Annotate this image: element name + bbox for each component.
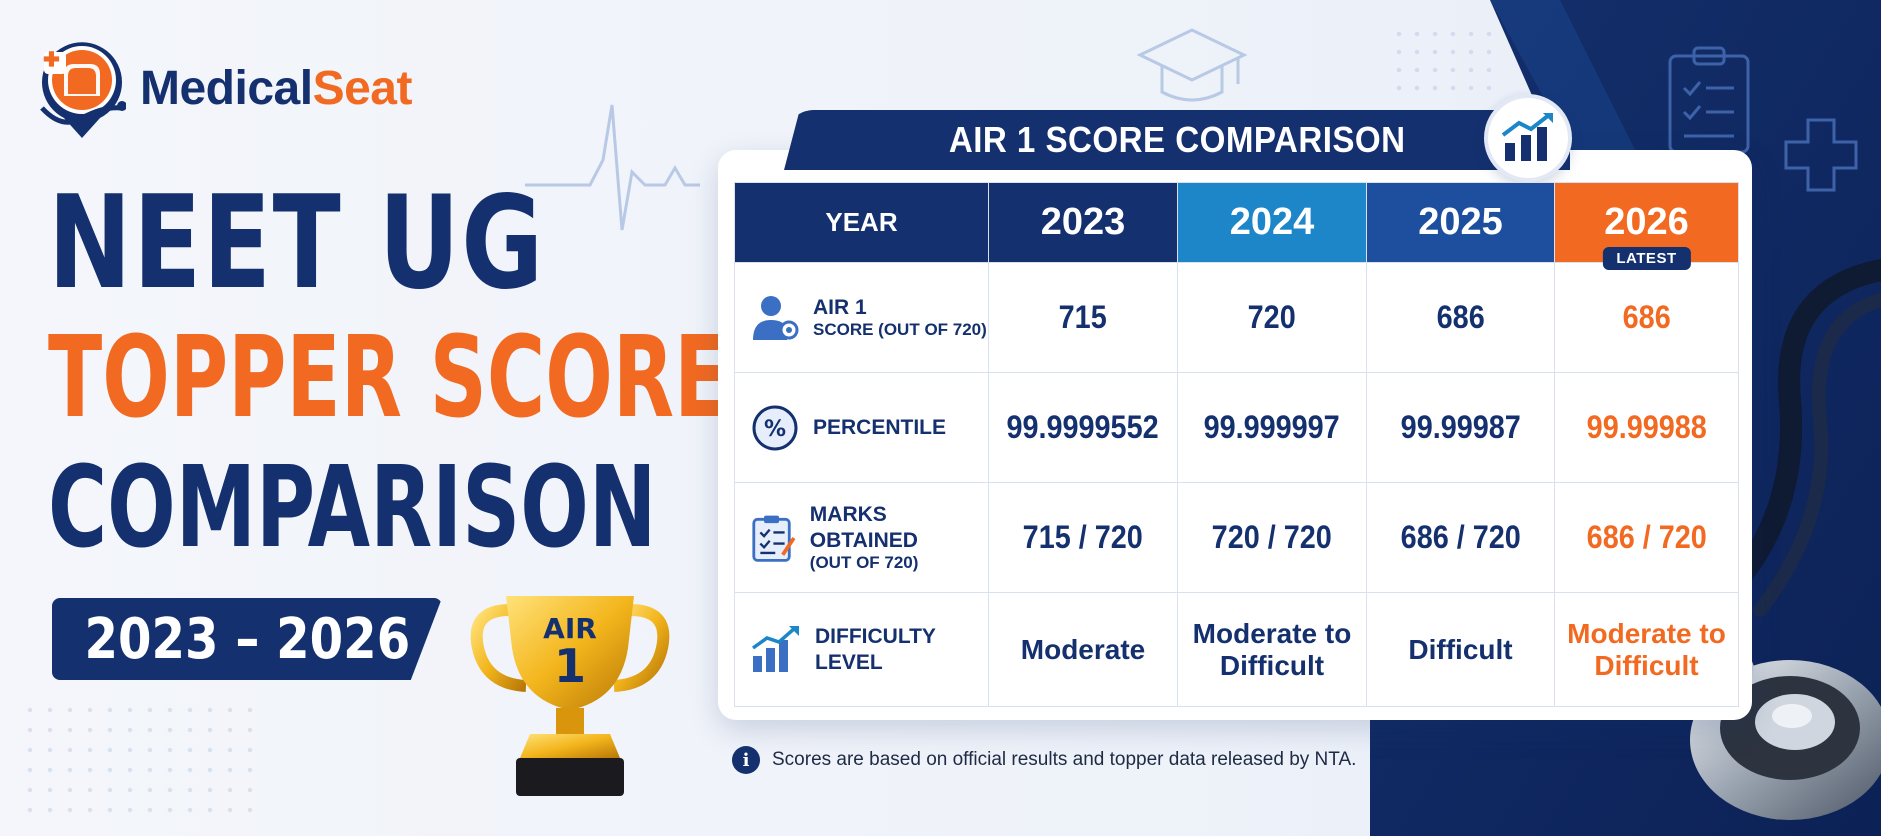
table-row-air1: AIR 1 SCORE (OUT OF 720) 715 720 686 686 (734, 262, 1739, 373)
clipboard-icon (752, 515, 796, 562)
percent-icon: % (752, 405, 798, 450)
cell-2024: 99.999997 (1177, 372, 1367, 483)
column-header-2026-text: 2026 (1604, 201, 1689, 243)
cell-2025: 686 (1366, 262, 1555, 373)
trophy-label-rank: 1 (554, 639, 586, 693)
row-label: PERCENTILE (813, 415, 947, 439)
table-row-difficulty: DIFFICULTY LEVEL Moderate Moderate to Di… (734, 592, 1739, 707)
cell-2026: 686 / 720 (1554, 482, 1739, 593)
column-header-year: YEAR (734, 182, 989, 263)
cell-2024: 720 / 720 (1177, 482, 1367, 593)
brand-logo[interactable]: MedicalSeat (38, 38, 412, 138)
cell-2026: 686 (1554, 262, 1739, 373)
table-title-text: AIR 1 SCORE COMPARISON (948, 119, 1406, 160)
cell-2026: Moderate to Difficult (1554, 592, 1739, 707)
row-label: DIFFICULTY (815, 625, 936, 649)
brand-name-part2: Seat (312, 61, 413, 115)
chart-up-icon (1501, 113, 1553, 161)
column-header-2024: 2024 (1177, 182, 1367, 263)
column-header-2026: 2026 LATEST (1554, 182, 1739, 270)
bar-growth-icon (751, 625, 799, 672)
cell-2023: 715 / 720 (988, 482, 1178, 593)
years-text: 2023 – 2026 (84, 606, 410, 672)
footnote: i Scores are based on official results a… (732, 746, 1356, 774)
dot-pattern (1390, 25, 1500, 100)
years-badge: 2023 – 2026 (52, 598, 442, 680)
table-row-marks: MARKS OBTAINED (OUT OF 720) 715 / 720 72… (734, 482, 1739, 593)
row-sublabel: LEVEL (815, 650, 883, 674)
row-label-cell: AIR 1 SCORE (OUT OF 720) (734, 262, 989, 373)
score-comparison-table: YEAR 2023 2024 2025 2026 LATEST (734, 182, 1739, 707)
cell-2024: 720 (1177, 262, 1367, 373)
column-header-2025: 2025 (1366, 182, 1555, 263)
cell-2023: 99.9999552 (988, 372, 1178, 483)
trophy-icon: AIR 1 (470, 596, 670, 796)
cell-2024: Moderate to Difficult (1177, 592, 1367, 707)
row-label: MARKS OBTAINED (809, 503, 918, 552)
footnote-text: Scores are based on official results and… (772, 749, 1357, 770)
cell-2025: 686 / 720 (1366, 482, 1555, 593)
table-row-percentile: % PERCENTILE 99.9999552 99.999997 99.999… (734, 372, 1739, 483)
cell-2026: 99.99988 (1554, 372, 1739, 483)
cell-2023: Moderate (988, 592, 1178, 707)
headline: NEET UG TOPPER SCORE COMPARISON (48, 169, 1006, 573)
row-label-cell: DIFFICULTY LEVEL (734, 592, 989, 707)
chart-badge (1484, 94, 1572, 182)
headline-line2: TOPPER SCORE (48, 313, 729, 443)
chair-stethoscope-logo-icon (40, 42, 126, 138)
column-header-2023: 2023 (988, 182, 1178, 263)
dot-pattern (20, 700, 260, 820)
row-label-cell: MARKS OBTAINED (OUT OF 720) (734, 482, 989, 593)
trophy-label-air: AIR (543, 612, 597, 645)
row-sublabel: SCORE (OUT OF 720) (813, 320, 987, 340)
info-icon: i (732, 746, 760, 774)
latest-badge: LATEST (1602, 247, 1691, 270)
table-header-row: YEAR 2023 2024 2025 2026 LATEST (734, 182, 1739, 270)
cell-2025: 99.99987 (1366, 372, 1555, 483)
cell-2023: 715 (988, 262, 1178, 373)
cell-2025: Difficult (1366, 592, 1555, 707)
headline-line3: COMPARISON (48, 443, 657, 573)
user-badge-icon (753, 295, 799, 340)
row-label-cell: % PERCENTILE (734, 372, 989, 483)
brand-name-part1: Medical (140, 61, 313, 115)
svg-text:%: % (764, 417, 786, 442)
row-sublabel: (OUT OF 720) (809, 552, 919, 572)
row-label: AIR 1 (813, 295, 867, 319)
table-title: AIR 1 SCORE COMPARISON (784, 110, 1570, 170)
headline-line1: NEET UG (48, 169, 545, 318)
